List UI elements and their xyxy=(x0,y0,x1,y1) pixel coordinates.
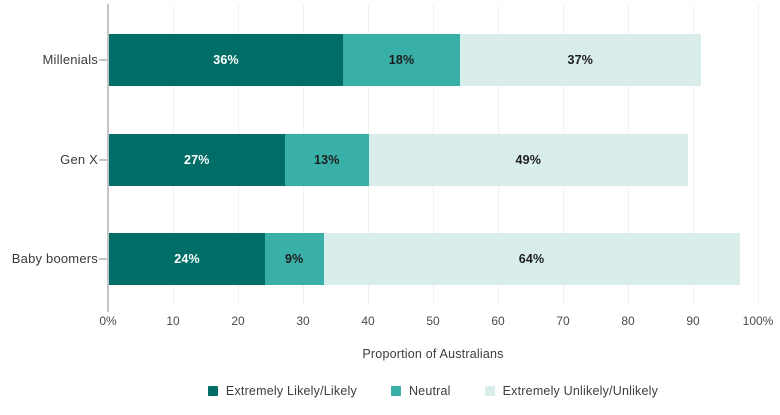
legend-swatch xyxy=(484,386,495,396)
segment-value-label: 49% xyxy=(515,152,542,167)
y-tick xyxy=(99,158,107,161)
bar-segment: 18% xyxy=(343,34,460,86)
segment-value-label: 37% xyxy=(567,53,594,67)
x-tick-label: 50 xyxy=(426,314,440,328)
legend-swatch xyxy=(207,386,218,396)
segment-value-label: 13% xyxy=(313,152,340,167)
category-label: Millenials xyxy=(42,52,98,67)
bar-row: 27% 13% 49% xyxy=(109,133,688,186)
legend: Extremely Likely/Likely Neutral Extremely … xyxy=(108,384,758,398)
legend-item: Extremely Unlikely/Unlikely xyxy=(484,384,659,398)
legend-label: Extremely Likely/Likely xyxy=(225,384,357,398)
x-tick-label: 0% xyxy=(99,314,117,328)
x-axis-title: Proportion of Australians xyxy=(362,347,504,361)
bar-row: 24% 9% 64% xyxy=(109,233,740,285)
bar-segment: 13% xyxy=(284,133,369,186)
x-tick-label: 100% xyxy=(742,314,774,328)
segment-value-label: 27% xyxy=(183,152,210,167)
x-tick-label: 20 xyxy=(231,314,245,328)
x-tick-label: 90 xyxy=(686,314,700,328)
category-label: Gen X xyxy=(60,151,98,167)
bar-segment: 36% xyxy=(109,34,343,86)
gridline xyxy=(758,5,759,305)
legend-item: Extremely Likely/Likely xyxy=(207,384,357,398)
bar-segment: 37% xyxy=(460,34,701,86)
legend-item: Neutral xyxy=(390,384,451,398)
x-tick-label: 80 xyxy=(621,314,635,328)
bar-segment: 64% xyxy=(323,233,740,285)
y-tick xyxy=(99,59,107,61)
x-tick-label: 30 xyxy=(296,314,310,328)
segment-value-label: 36% xyxy=(213,53,239,67)
x-tick-label: 10 xyxy=(166,314,180,328)
segment-value-label: 64% xyxy=(518,252,545,266)
segment-value-label: 9% xyxy=(285,252,304,266)
bar-row: 36% 18% 37% xyxy=(109,34,701,86)
x-tick-label: 40 xyxy=(361,314,375,328)
segment-value-label: 18% xyxy=(388,53,415,67)
bar-segment: 9% xyxy=(265,233,324,285)
y-axis-line xyxy=(107,4,109,312)
legend-label: Neutral xyxy=(408,384,451,398)
y-tick xyxy=(99,258,107,260)
legend-swatch xyxy=(390,386,401,396)
x-tick-label: 70 xyxy=(556,314,570,328)
segment-value-label: 24% xyxy=(174,252,200,266)
bar-segment: 27% xyxy=(109,133,285,186)
x-tick-label: 60 xyxy=(491,314,505,328)
gridline xyxy=(693,5,694,305)
legend-label: Extremely Unlikely/Unlikely xyxy=(502,384,659,398)
bar-segment: 24% xyxy=(109,233,265,285)
category-label: Baby boomers xyxy=(11,251,98,266)
bar-segment: 49% xyxy=(369,133,688,186)
